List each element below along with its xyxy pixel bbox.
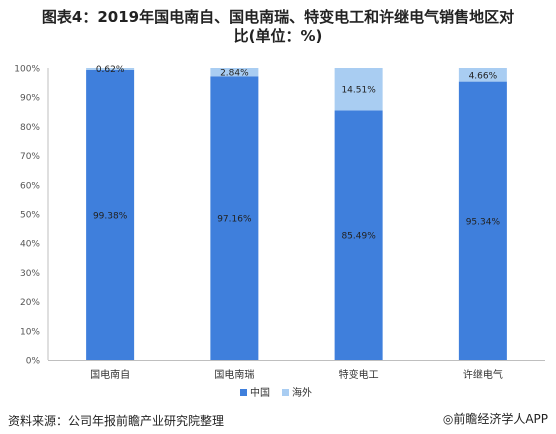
- x-tick-label: 特变电工: [339, 368, 379, 381]
- y-tick-label: 90%: [20, 94, 40, 104]
- data-label: 85.49%: [341, 232, 376, 242]
- y-tick-label: 20%: [20, 298, 40, 308]
- bar-segment-overseas: [334, 68, 383, 111]
- y-tick-label: 0%: [26, 357, 41, 367]
- x-tick-label: 许继电气: [463, 368, 503, 381]
- data-label: 4.66%: [469, 71, 498, 81]
- data-label: 95.34%: [466, 217, 501, 227]
- bar-segment-china: [334, 110, 383, 360]
- bar-segment-china: [210, 76, 259, 361]
- legend-swatch: [282, 389, 289, 396]
- chart-title-line-2: 比(单位：%): [233, 27, 323, 45]
- legend-swatch: [240, 389, 247, 396]
- source-note: 资料来源：公司年报前瞻产业研究院整理: [8, 414, 225, 428]
- legend-label: 中国: [250, 386, 270, 399]
- data-label: 99.38%: [93, 211, 128, 221]
- y-tick-label: 10%: [20, 327, 40, 337]
- bar-segment-china: [86, 69, 135, 361]
- brand-logo: ◎前瞻经济学人APP: [442, 412, 548, 426]
- bar-segment-overseas: [210, 68, 259, 77]
- y-tick-label: 100%: [14, 65, 40, 75]
- y-tick-label: 30%: [20, 269, 40, 279]
- bar-segment-china: [458, 81, 507, 360]
- y-tick-label: 40%: [20, 240, 40, 250]
- data-label: 2.84%: [220, 69, 249, 79]
- y-tick-label: 50%: [20, 211, 40, 221]
- y-tick-label: 70%: [20, 152, 40, 162]
- bar-segment-overseas: [86, 68, 135, 70]
- x-tick-label: 国电南自: [90, 368, 130, 381]
- chart-title-line-1: 图表4：2019年国电南自、国电南瑞、特变电工和许继电气销售地区对: [41, 8, 515, 26]
- data-label: 97.16%: [217, 215, 252, 225]
- y-tick-label: 60%: [20, 181, 40, 191]
- x-tick-label: 国电南瑞: [214, 368, 254, 381]
- data-label: 0.62%: [96, 65, 125, 75]
- data-label: 14.51%: [341, 86, 376, 96]
- y-tick-label: 80%: [20, 123, 40, 133]
- legend-label: 海外: [292, 386, 312, 399]
- chart-title: 图表4：2019年国电南自、国电南瑞、特变电工和许继电气销售地区对 比(单位：%…: [0, 8, 556, 46]
- bar-segment-overseas: [458, 68, 507, 82]
